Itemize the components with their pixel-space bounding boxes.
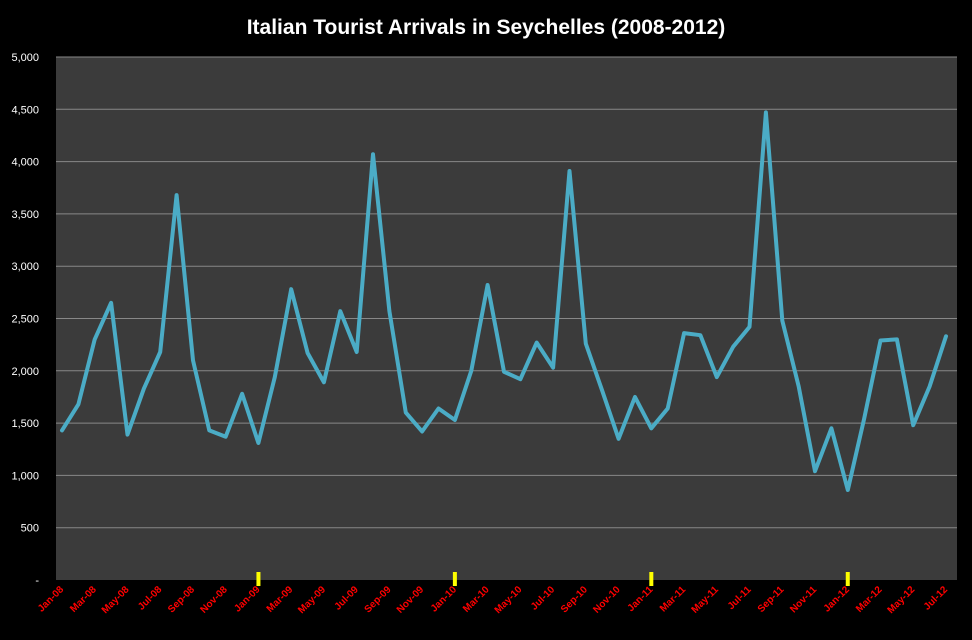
x-tick-label: Nov-11 (788, 584, 819, 615)
year-marker (649, 572, 654, 586)
x-tick-label: Jul-12 (922, 584, 951, 613)
x-tick-label: Jan-08 (36, 584, 66, 614)
x-tick-label: Sep-08 (166, 584, 197, 615)
x-tick-label: Sep-10 (559, 584, 590, 615)
y-tick-label: 3,500 (11, 209, 39, 221)
x-tick-label: May-11 (690, 584, 722, 616)
x-tick-label: Mar-12 (854, 584, 885, 615)
y-tick-label: 4,500 (11, 104, 39, 116)
y-tick-label: 2,000 (11, 366, 39, 378)
x-tick-label: Sep-09 (363, 584, 394, 615)
year-marker (845, 572, 850, 586)
x-axis: Jan-08 Mar-08 May-08 Jul-08 Sep-08 Nov-08 Jan-… (36, 584, 950, 616)
y-tick-label: 2,500 (11, 314, 39, 326)
y-tick-label: 1,000 (11, 470, 39, 482)
y-axis: - 500 1,000 1,500 2,000 2,500 3,000 3,500 4,000 4… (11, 52, 39, 587)
x-tick-label: Jan-09 (232, 584, 262, 614)
x-tick-label: Sep-11 (756, 584, 787, 615)
y-tick-label: 500 (21, 523, 39, 535)
x-tick-label: Jan-10 (429, 584, 459, 614)
x-tick-label: May-09 (296, 584, 328, 616)
series-line (60, 110, 948, 492)
x-tick-label: Nov-09 (395, 584, 427, 616)
x-tick-label: Nov-08 (198, 584, 230, 616)
year-marker (256, 572, 261, 586)
year-marker (452, 572, 457, 586)
y-tick-label: 1,500 (11, 418, 39, 430)
x-tick-label: Jul-10 (529, 584, 558, 613)
x-tick-label: Mar-09 (265, 584, 296, 615)
x-tick-label: Mar-11 (658, 584, 688, 614)
y-tick-label: 4,000 (11, 157, 39, 169)
x-tick-label: Jan-12 (822, 584, 852, 614)
x-tick-label: Mar-08 (68, 584, 99, 615)
series-group (60, 110, 948, 492)
y-tick-label: 5,000 (11, 52, 39, 64)
y-tick-label: 3,000 (11, 261, 39, 273)
x-tick-label: May-10 (493, 584, 525, 616)
x-tick-label: Nov-10 (591, 584, 623, 616)
year-markers (256, 572, 850, 586)
x-tick-label: May-08 (100, 584, 132, 616)
y-tick-label: - (35, 575, 39, 587)
x-tick-label: Mar-10 (461, 584, 492, 615)
x-tick-label: Jul-08 (136, 584, 165, 613)
x-tick-label: May-12 (886, 584, 918, 616)
x-tick-label: Jan-11 (626, 584, 656, 614)
x-tick-label: Jul-11 (726, 584, 754, 612)
x-tick-label: Jul-09 (333, 584, 362, 613)
chart-title: Italian Tourist Arrivals in Seychelles (… (247, 16, 726, 39)
